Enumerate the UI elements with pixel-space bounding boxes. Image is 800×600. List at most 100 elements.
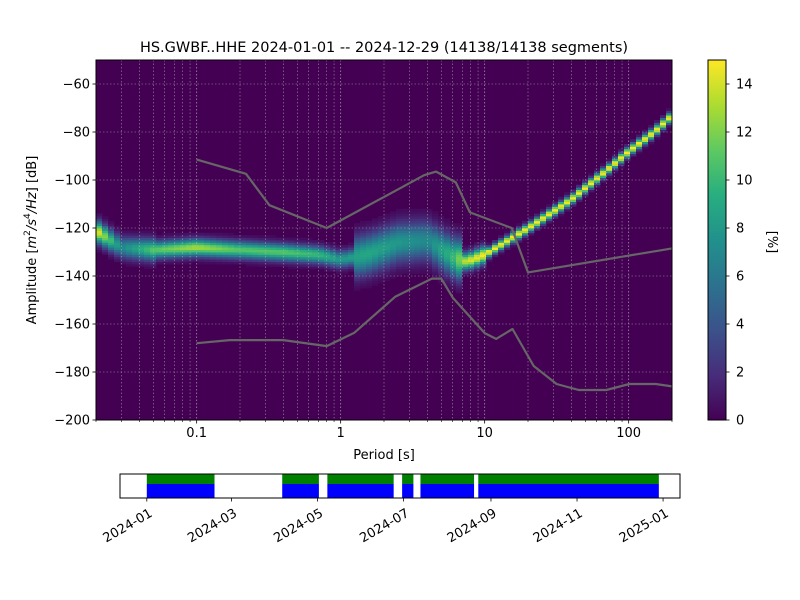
- heatmap-cell: [414, 261, 421, 265]
- heatmap-cell: [336, 249, 343, 253]
- heatmap-cell: [384, 232, 391, 236]
- heatmap-cell: [372, 240, 379, 243]
- heatmap-cell: [654, 134, 661, 138]
- heatmap-cell: [378, 235, 385, 238]
- heatmap-cell: [156, 237, 163, 241]
- heatmap-cell: [546, 204, 553, 207]
- heatmap-cell: [408, 256, 415, 260]
- heatmap-cell: [486, 244, 493, 248]
- heatmap-cell: [354, 273, 361, 277]
- heatmap-cell: [522, 230, 529, 234]
- heatmap-cell: [444, 271, 451, 274]
- heatmap-cell: [570, 204, 577, 207]
- heatmap-cell: [138, 242, 145, 246]
- heatmap-cell: [108, 249, 115, 253]
- heatmap-cell: [414, 218, 421, 222]
- heatmap-cell: [390, 240, 397, 243]
- heatmap-cell: [570, 192, 577, 195]
- heatmap-cell: [312, 264, 319, 267]
- heatmap-cell: [132, 237, 139, 241]
- heatmap-cell: [132, 232, 139, 236]
- heatmap-cell: [450, 230, 457, 234]
- coverage-bar-top: [327, 474, 394, 484]
- heatmap-cell: [294, 242, 301, 246]
- heatmap-cell: [372, 223, 379, 226]
- heatmap-cell: [402, 220, 409, 224]
- heatmap-cell: [372, 254, 379, 258]
- heatmap-cell: [600, 170, 607, 174]
- heatmap-cell: [102, 216, 109, 219]
- heatmap-cell: [576, 194, 583, 198]
- heatmap-cell: [204, 256, 211, 260]
- heatmap-cell: [612, 165, 619, 169]
- heatmap-cell: [222, 249, 229, 253]
- heatmap-cell: [600, 175, 607, 178]
- heatmap-cell: [282, 242, 289, 246]
- heatmap-cell: [474, 252, 481, 255]
- heatmap-cell: [366, 285, 373, 289]
- heatmap-cell: [450, 259, 457, 262]
- heatmap-cell: [126, 256, 133, 260]
- heatmap-cell: [420, 235, 427, 238]
- heatmap-cell: [360, 249, 367, 253]
- heatmap-cell: [336, 254, 343, 258]
- heatmap-cell: [144, 230, 151, 234]
- coverage-bar-top: [478, 474, 659, 484]
- heatmap-cell: [342, 271, 349, 274]
- heatmap-cell: [96, 218, 103, 222]
- heatmap-cell: [336, 256, 343, 260]
- heatmap-cell: [474, 244, 481, 248]
- heatmap-cell: [288, 254, 295, 258]
- heatmap-cell: [444, 268, 451, 272]
- heatmap-cell: [372, 264, 379, 267]
- heatmap-cell: [480, 261, 487, 265]
- heatmap-cell: [594, 182, 601, 186]
- heatmap-cell: [474, 271, 481, 274]
- heatmap-cell: [360, 266, 367, 270]
- heatmap-cell: [318, 244, 325, 248]
- heatmap-cell: [222, 252, 229, 255]
- heatmap-cell: [330, 244, 337, 248]
- heatmap-cell: [444, 228, 451, 231]
- heatmap-cell: [198, 254, 205, 258]
- heatmap-cell: [378, 242, 385, 246]
- heatmap-cell: [420, 261, 427, 265]
- heatmap-cell: [588, 175, 595, 178]
- heatmap-cell: [570, 196, 577, 200]
- heatmap-cell: [432, 213, 439, 217]
- heatmap-cell: [636, 139, 643, 142]
- heatmap-cell: [402, 240, 409, 243]
- heatmap-cell: [492, 244, 499, 248]
- heatmap-cell: [420, 249, 427, 253]
- heatmap-cell: [594, 177, 601, 181]
- heatmap-cell: [528, 218, 535, 222]
- heatmap-cell: [450, 268, 457, 272]
- heatmap-cell: [414, 211, 421, 214]
- heatmap-cell: [450, 285, 457, 289]
- heatmap-cell: [654, 136, 661, 140]
- heatmap-cell: [390, 259, 397, 262]
- heatmap-cell: [522, 237, 529, 241]
- heatmap-cell: [192, 247, 199, 250]
- heatmap-cell: [96, 237, 103, 241]
- heatmap-cell: [444, 273, 451, 277]
- heatmap-cell: [174, 261, 181, 265]
- heatmap-cell: [318, 264, 325, 267]
- heatmap-cell: [180, 259, 187, 262]
- heatmap-cell: [210, 259, 217, 262]
- heatmap-cell: [396, 235, 403, 238]
- heatmap-cell: [462, 244, 469, 248]
- heatmap-cell: [264, 235, 271, 238]
- heatmap-cell: [342, 247, 349, 250]
- heatmap-cell: [210, 261, 217, 265]
- heatmap-cell: [402, 242, 409, 246]
- heatmap-cell: [516, 232, 523, 236]
- heatmap-cell: [126, 230, 133, 234]
- heatmap-cell: [402, 230, 409, 234]
- heatmap-cell: [384, 278, 391, 282]
- heatmap-cell: [594, 184, 601, 188]
- heatmap-cell: [186, 240, 193, 243]
- heatmap-cell: [624, 146, 631, 150]
- heatmap-cell: [132, 230, 139, 234]
- heatmap-cell: [522, 232, 529, 236]
